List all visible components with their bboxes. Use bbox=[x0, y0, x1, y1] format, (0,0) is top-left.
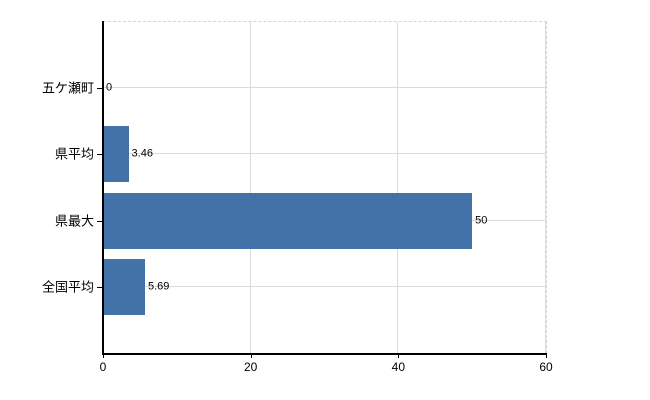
y-gridline bbox=[103, 153, 546, 155]
bar bbox=[103, 258, 145, 315]
x-tick-label: 40 bbox=[391, 360, 405, 374]
y-gridline bbox=[103, 285, 546, 287]
x-tick-label: 20 bbox=[243, 360, 258, 374]
y-axis-line bbox=[102, 21, 104, 353]
category-label: 全国平均 bbox=[41, 279, 94, 295]
x-axis-tick bbox=[398, 353, 400, 358]
x-tick-label: 60 bbox=[539, 360, 553, 374]
x-gridline bbox=[249, 22, 251, 353]
value-label: 3.46 bbox=[131, 147, 153, 160]
value-label: 0 bbox=[106, 81, 113, 94]
x-axis-tick bbox=[546, 353, 547, 358]
x-axis-tick bbox=[250, 353, 252, 358]
bar bbox=[103, 126, 129, 183]
y-axis-tick bbox=[97, 220, 103, 222]
y-gridline bbox=[103, 87, 546, 89]
y-axis-tick bbox=[97, 88, 103, 90]
y-axis-tick bbox=[97, 154, 103, 156]
x-tick-label: 0 bbox=[99, 360, 107, 374]
value-label: 50 bbox=[475, 214, 488, 227]
plot-area: 0 3.46 50 5.69 bbox=[103, 21, 547, 353]
bar bbox=[103, 192, 473, 249]
category-label: 五ケ瀬町 bbox=[41, 80, 94, 96]
x-axis-tick bbox=[103, 353, 104, 358]
category-label: 県最大 bbox=[54, 213, 94, 229]
x-gridline bbox=[545, 22, 546, 353]
category-label: 県平均 bbox=[54, 146, 94, 162]
x-gridline bbox=[397, 22, 399, 353]
value-label: 5.69 bbox=[148, 280, 170, 293]
y-axis-tick bbox=[97, 286, 103, 288]
x-axis-line bbox=[102, 353, 547, 355]
